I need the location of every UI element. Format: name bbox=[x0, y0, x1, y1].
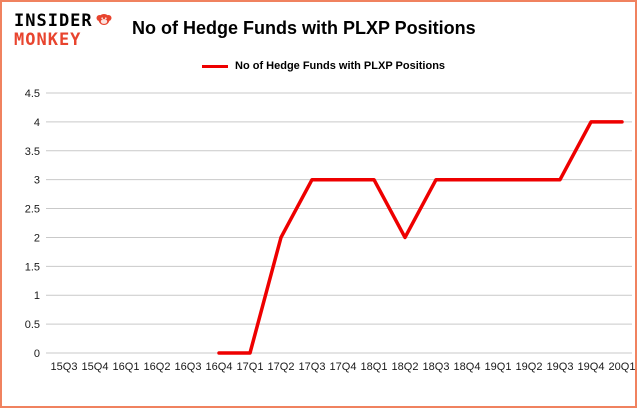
svg-text:18Q3: 18Q3 bbox=[423, 361, 450, 373]
svg-text:15Q4: 15Q4 bbox=[82, 361, 109, 373]
svg-text:19Q4: 19Q4 bbox=[578, 361, 605, 373]
svg-text:20Q1: 20Q1 bbox=[609, 361, 636, 373]
svg-text:18Q2: 18Q2 bbox=[392, 361, 419, 373]
legend: No of Hedge Funds with PLXP Positions bbox=[202, 60, 445, 72]
svg-text:3: 3 bbox=[34, 175, 40, 187]
svg-text:18Q1: 18Q1 bbox=[361, 361, 388, 373]
svg-text:17Q4: 17Q4 bbox=[330, 361, 357, 373]
svg-text:2.5: 2.5 bbox=[25, 204, 40, 216]
logo-line1: INSIDER bbox=[14, 12, 112, 32]
svg-text:16Q4: 16Q4 bbox=[206, 361, 233, 373]
svg-text:2: 2 bbox=[34, 232, 40, 244]
svg-text:17Q3: 17Q3 bbox=[299, 361, 326, 373]
svg-text:16Q3: 16Q3 bbox=[175, 361, 202, 373]
svg-text:16Q2: 16Q2 bbox=[144, 361, 171, 373]
svg-text:19Q2: 19Q2 bbox=[516, 361, 543, 373]
svg-text:19Q3: 19Q3 bbox=[547, 361, 574, 373]
legend-line-swatch bbox=[202, 64, 228, 68]
monkey-icon bbox=[96, 12, 112, 32]
svg-text:17Q1: 17Q1 bbox=[237, 361, 264, 373]
svg-text:16Q1: 16Q1 bbox=[113, 361, 140, 373]
chart-svg: 0 0.5 1 1.5 2 2.5 3 3.5 4 4.5 15Q3 15Q4 16Q1 16Q2 16Q3… bbox=[25, 88, 636, 373]
svg-text:18Q4: 18Q4 bbox=[454, 361, 481, 373]
svg-text:1: 1 bbox=[34, 290, 40, 302]
page-title: No of Hedge Funds with PLXP Positions bbox=[132, 18, 476, 38]
svg-text:0.5: 0.5 bbox=[25, 319, 40, 331]
svg-text:17Q2: 17Q2 bbox=[268, 361, 295, 373]
svg-text:4: 4 bbox=[34, 117, 40, 129]
logo-text-insider: INSIDER bbox=[14, 11, 93, 31]
svg-text:4.5: 4.5 bbox=[25, 88, 40, 100]
svg-text:19Q1: 19Q1 bbox=[485, 361, 512, 373]
svg-text:0: 0 bbox=[34, 348, 40, 360]
svg-text:3.5: 3.5 bbox=[25, 146, 40, 158]
legend-label: No of Hedge Funds with PLXP Positions bbox=[235, 60, 446, 72]
logo-text-monkey: MONKEY bbox=[14, 29, 82, 50]
logo: INSIDER MONKEY bbox=[14, 12, 112, 50]
svg-text:15Q3: 15Q3 bbox=[51, 361, 78, 373]
svg-text:1.5: 1.5 bbox=[25, 261, 40, 273]
